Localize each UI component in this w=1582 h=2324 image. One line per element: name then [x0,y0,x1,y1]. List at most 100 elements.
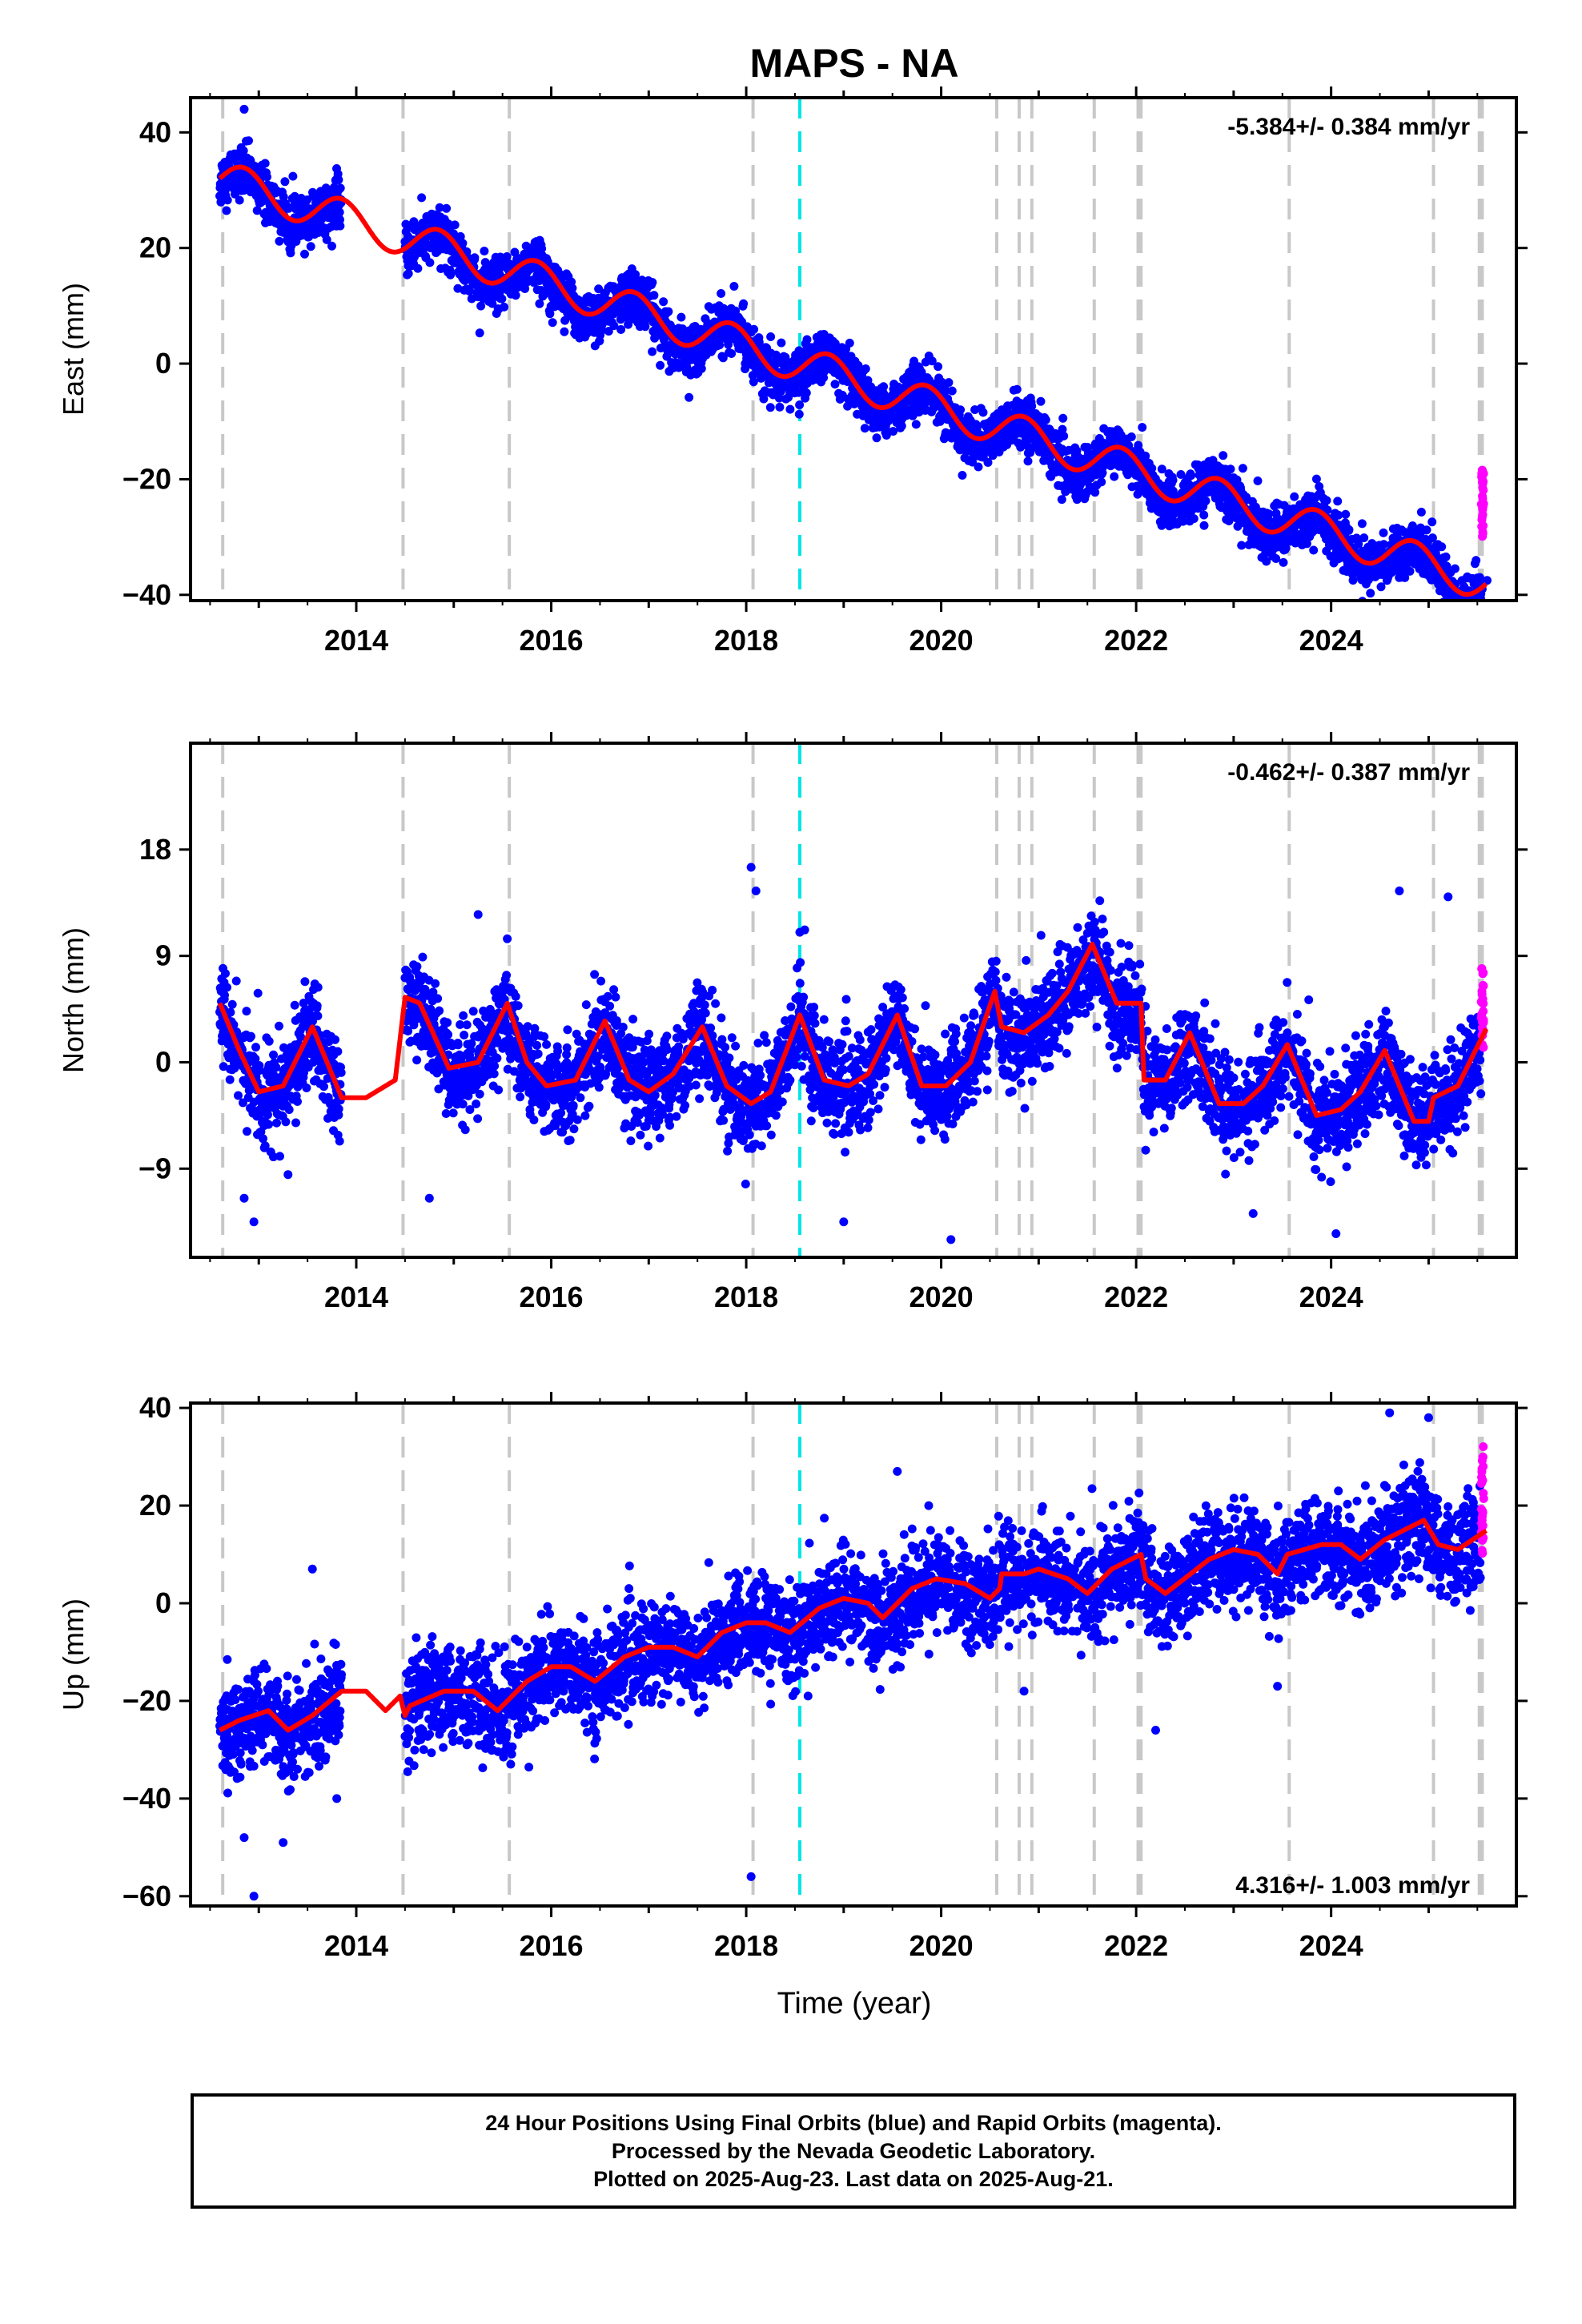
rapid-orbit-point [1479,981,1488,991]
y-tick-label: 20 [139,231,171,264]
outlier-point [239,1193,249,1203]
outlier-point [1443,892,1453,902]
outlier-point [946,1235,956,1244]
outlier-point [283,1170,293,1180]
x-tick-label: 2018 [714,1929,778,1962]
x-tick-label: 2018 [714,1281,778,1313]
outlier-point [800,925,809,935]
footer-line-2: Processed by the Nevada Geodetic Laborat… [611,2139,1096,2163]
model-line-north [217,941,1488,1124]
x-tick-label: 2024 [1299,624,1363,657]
figure-title: MAPS - NA [749,41,958,86]
final-orbit-dots [215,896,1486,1188]
outlier-point [839,1217,849,1227]
outlier-point [239,1833,249,1843]
outlier-point [473,910,483,919]
y-axis-label: Up (mm) [57,1598,90,1711]
y-tick-label: 20 [139,1489,171,1522]
footer-line-3: Plotted on 2025-Aug-23. Last data on 202… [593,2167,1114,2191]
y-tick-label: 0 [155,1045,171,1078]
final-orbit-dots [215,136,1486,601]
y-tick-label: −60 [122,1880,171,1912]
x-tick-label: 2020 [909,1281,974,1313]
rapid-orbit-point [1477,468,1487,478]
x-tick-label: 2014 [324,1929,388,1962]
outlier-point [249,1217,259,1227]
final-orbit-points-north [215,862,1486,1244]
rapid-orbit-point [1478,532,1488,541]
outlier-point [1019,1687,1029,1696]
final-orbit-points-up [215,1408,1486,1901]
x-tick-label: 2022 [1104,1929,1168,1962]
outlier-point [249,1892,259,1901]
y-tick-label: 9 [155,939,171,972]
outlier-point [1150,1726,1160,1735]
x-tick-label: 2022 [1104,624,1168,657]
y-tick-label: 40 [139,1391,171,1424]
rapid-orbit-point [1479,1007,1488,1016]
x-tick-label: 2024 [1299,1929,1363,1962]
panel-up: 2014 2016 2018 2020 2022 2024 40 20 0 −20 −40 −60 Up… [57,1391,1528,1962]
rapid-orbit-point [1476,1478,1486,1488]
x-tick-label: 2018 [714,624,778,657]
rapid-orbit-point [1478,969,1488,979]
outlier-point [239,104,249,114]
y-tick-label: −9 [139,1152,171,1184]
outlier-point [424,1193,434,1203]
velocity-label: 4.316+/- 1.003 mm/yr [1235,1872,1470,1899]
rapid-orbit-points-north [1476,963,1488,1052]
outlier-point [1395,886,1404,895]
rapid-orbit-point [1478,1506,1488,1516]
rapid-orbit-point [1478,492,1488,501]
velocity-label: -0.462+/- 0.387 mm/yr [1227,759,1470,786]
rapid-orbit-point [1479,1442,1488,1452]
x-tick-label: 2016 [519,1281,583,1313]
plot-area-up [215,1403,1488,1906]
outlier-point [1248,1208,1258,1218]
y-tick-label: 18 [139,833,171,866]
model-line-up [218,1518,1488,1733]
panel-east: 2014 2016 2018 2020 2022 2024 40 20 0 −20 −40 East … [57,86,1528,657]
outlier-point [1331,1228,1341,1238]
outlier-point [1423,1413,1433,1422]
x-tick-label: 2022 [1104,1281,1168,1313]
final-orbit-dots [215,1458,1486,1798]
x-tick-label: 2014 [324,1281,388,1313]
plot-area-east [215,98,1492,601]
velocity-label: -5.384+/- 0.384 mm/yr [1227,114,1470,140]
x-tick-label: 2016 [519,1929,583,1962]
rapid-orbit-point [1479,1462,1488,1471]
rapid-orbit-point [1477,1546,1487,1555]
rapid-orbit-point [1478,998,1488,1007]
plot-area-north [215,743,1488,1257]
rapid-orbit-point [1478,505,1488,514]
outlier-point [279,1838,288,1848]
x-tick-label: 2016 [519,624,583,657]
x-tick-label: 2020 [909,1929,974,1962]
panel-frame [189,1401,1518,1908]
outlier-point [1385,1408,1395,1417]
y-tick-label: 40 [139,115,171,148]
footer-line-1: 24 Hour Positions Using Final Orbits (bl… [485,2111,1222,2135]
outlier-point [893,1466,902,1476]
panel-frame [189,742,1518,1259]
panel-frame [189,96,1518,602]
rapid-orbit-point [1479,521,1488,531]
outlier-point [307,1564,317,1574]
y-tick-label: 0 [155,1586,171,1619]
y-axis-label: East (mm) [57,283,90,416]
x-tick-label: 2024 [1299,1281,1363,1313]
y-tick-label: 0 [155,347,171,380]
final-orbit-points-east [215,104,1492,601]
y-tick-label: −40 [122,1782,171,1815]
outlier-point [269,1152,278,1162]
y-tick-label: −20 [122,1684,171,1717]
x-axis-label: Time (year) [777,1987,932,2020]
outlier-point [746,1872,756,1881]
footer-note: 24 Hour Positions Using Final Orbits (bl… [191,2093,1516,2209]
model-line-east [218,164,1488,597]
rapid-orbit-points-up [1476,1442,1488,1558]
y-tick-label: −20 [122,462,171,495]
outlier-point [332,1794,342,1803]
outlier-point [1273,1682,1283,1691]
